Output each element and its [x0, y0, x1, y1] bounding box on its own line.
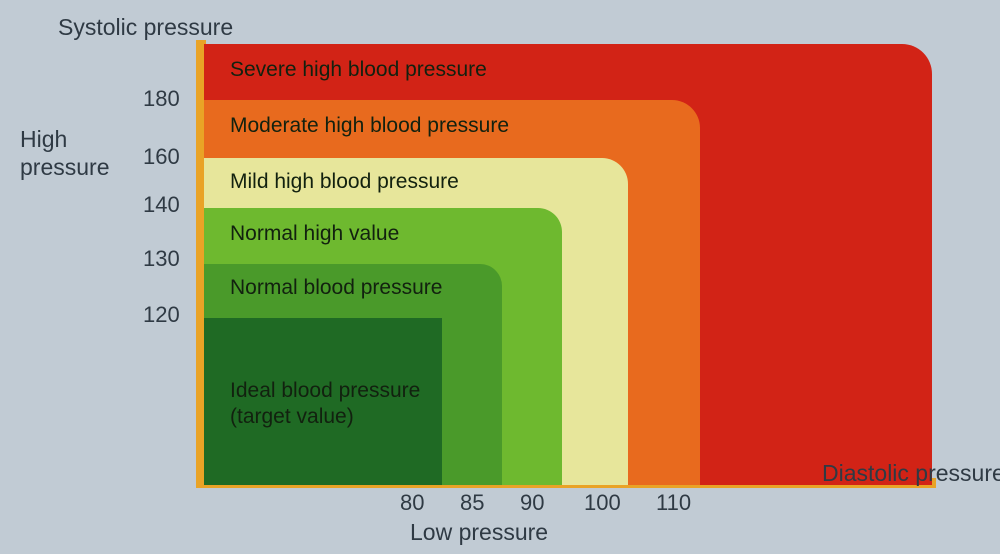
y-tick-120: 120	[143, 302, 180, 328]
x-tick-110: 110	[656, 490, 691, 516]
zone-label-mild: Mild high blood pressure	[230, 170, 459, 194]
x-tick-85: 85	[460, 490, 484, 516]
axis-title-diastolic: Diastolic pressure	[822, 460, 1000, 487]
y-tick-180: 180	[143, 86, 180, 112]
axis-title-low-pressure: Low pressure	[410, 519, 548, 546]
axis-title-systolic: Systolic pressure	[58, 14, 233, 41]
x-tick-90: 90	[520, 490, 544, 516]
zone-label-normal-high: Normal high value	[230, 222, 399, 246]
y-tick-160: 160	[143, 144, 180, 170]
zone-label-moderate: Moderate high blood pressure	[230, 114, 509, 138]
zone-label-normal: Normal blood pressure	[230, 276, 442, 300]
zone-label-severe: Severe high blood pressure	[230, 58, 487, 82]
y-tick-130: 130	[143, 246, 180, 272]
x-tick-100: 100	[584, 490, 621, 516]
y-tick-140: 140	[143, 192, 180, 218]
zone-label-ideal: Ideal blood pressure(target value)	[230, 378, 420, 430]
x-tick-80: 80	[400, 490, 424, 516]
axis-title-high-pressure: Highpressure	[20, 125, 109, 181]
bp-chart-root: Severe high blood pressure Moderate high …	[0, 0, 1000, 554]
